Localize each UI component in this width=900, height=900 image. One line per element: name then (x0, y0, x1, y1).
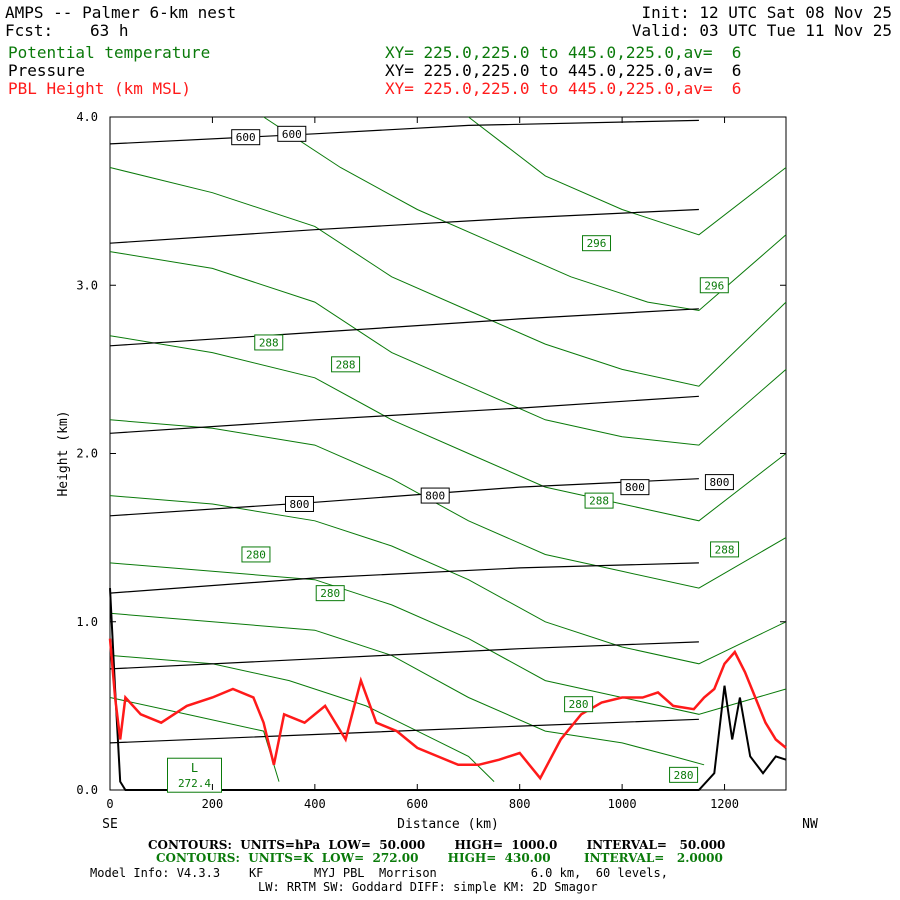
theta-contour-290 (109, 419, 787, 589)
isobar-label-0-box (231, 129, 261, 146)
isobar-label-1: 600 (282, 128, 302, 141)
theta-contour-292 (109, 335, 787, 522)
x-tick-label-4: 800 (509, 797, 531, 811)
theta-label-4: 280 (246, 548, 266, 561)
theta-label-3: 296 (704, 279, 724, 292)
isobar-900 (109, 641, 699, 670)
theta-label-9: 280 (674, 769, 694, 782)
low-marker-value: 272.4 (178, 777, 211, 790)
theta-label-4-box (241, 546, 271, 563)
isobar-850 (109, 562, 699, 594)
isobar-600 (109, 119, 699, 145)
theta-contour-286 (109, 562, 787, 715)
y-axis-label: Height (km) (56, 410, 71, 496)
field-theta-name: Potential temperature (8, 43, 211, 62)
terrain (109, 588, 787, 791)
x-tick-label-3: 600 (406, 797, 428, 811)
y-tick-label-0: 0.0 (76, 783, 98, 797)
theta-label-0: 288 (259, 336, 279, 349)
theta-label-6-box (584, 492, 614, 509)
theta-contour-284 (109, 612, 705, 766)
theta-label-7: 288 (715, 543, 735, 556)
y-tick-label-2: 2.0 (76, 447, 98, 461)
theta-contour-300 (468, 116, 787, 236)
field-pbl-name: PBL Height (km MSL) (8, 79, 192, 98)
theta-label-1-box (331, 356, 361, 373)
theta-label-8: 280 (569, 698, 589, 711)
theta-label-0-box (254, 334, 284, 351)
isobar-label-3: 800 (425, 490, 445, 503)
footer-physics: LW: RRTM SW: Goddard DIFF: simple KM: 2D… (258, 880, 598, 894)
pbl-height-line (108, 638, 787, 781)
y-tick-label-3: 3.0 (76, 278, 98, 292)
isobar-label-4: 800 (625, 481, 645, 494)
isobar-label-4-box (620, 479, 650, 496)
isobar-650 (109, 208, 699, 244)
low-marker-symbol: L (191, 761, 198, 775)
theta-contours (109, 116, 787, 782)
x-tick-label-6: 1200 (710, 797, 739, 811)
theta-label-2: 296 (587, 237, 607, 250)
theta-label-3-box (699, 277, 729, 294)
contour-labels: 288 288 296 296 280 280 288 288 280 280 600 600 800 8… (167, 125, 740, 793)
y-tick-label-4: 4.0 (76, 110, 98, 124)
theta-label-6: 288 (589, 495, 609, 508)
isobar-label-5-box (704, 474, 734, 491)
x-axis-label: Distance (km) (397, 817, 499, 832)
x-tick-label-0: 0 (106, 797, 113, 811)
isobar-label-2-box (284, 495, 314, 512)
plot-frame (109, 116, 787, 791)
theta-contour-288 (109, 495, 787, 665)
terrain-line (109, 588, 787, 791)
theta-label-5-box (315, 585, 345, 602)
isobar-750 (109, 395, 699, 434)
footer-model-info: Model Info: V4.3.3 KF MYJ PBL Morrison 6… (90, 866, 668, 880)
y-tick-label-1: 1.0 (76, 615, 98, 629)
theta-label-2-box (582, 235, 612, 252)
theta-label-7-box (710, 541, 740, 558)
pressure-contours (109, 119, 699, 744)
theta-label-5: 280 (320, 587, 340, 600)
isobar-label-3-box (420, 487, 450, 504)
theta-contour-294 (109, 251, 787, 446)
x-tick-label-1: 200 (202, 797, 224, 811)
isobar-label-5: 800 (709, 476, 729, 489)
theta-label-8-box (564, 696, 594, 713)
isobar-label-1-box (277, 125, 307, 142)
init-time: Init: 12 UTC Sat 08 Nov 25 (641, 3, 892, 22)
valid-time: Valid: 03 UTC Tue 11 Nov 25 (631, 21, 892, 40)
chart-title: AMPS -- Palmer 6-km nest (5, 3, 237, 22)
field-pressure-name: Pressure (8, 61, 86, 80)
forecast-label: Fcst: (5, 21, 54, 40)
theta-label-1: 288 (336, 358, 356, 371)
field-theta-spec: XY= 225.0,225.0 to 445.0,225.0,av= 6 (385, 43, 742, 62)
field-pbl-spec: XY= 225.0,225.0 to 445.0,225.0,av= 6 (385, 79, 742, 98)
x-tick-label-5: 1000 (608, 797, 637, 811)
x-tick-label-2: 400 (304, 797, 326, 811)
isobar-950 (109, 718, 699, 744)
theta-contour-296 (109, 167, 787, 387)
isobar-label-0: 600 (236, 131, 256, 144)
axes: 0 200 400 600 800 1000 1200 0.0 1.0 2.0 3.0 4.0 Dist… (56, 110, 818, 832)
footer-pressure-contours: CONTOURS: UNITS=hPa LOW= 50.000 HIGH= 10… (148, 838, 726, 852)
x-end-label-left: SE (102, 817, 118, 832)
forecast-hours: 63 h (90, 21, 129, 40)
footer-theta-contours: CONTOURS: UNITS=K LOW= 272.00 HIGH= 430.… (156, 851, 723, 865)
isobar-label-2: 800 (290, 498, 310, 511)
isobar-700 (109, 308, 699, 347)
pbl-height (108, 638, 787, 781)
field-pressure-spec: XY= 225.0,225.0 to 445.0,225.0,av= 6 (385, 61, 742, 80)
theta-label-9-box (669, 766, 699, 783)
x-end-label-right: NW (802, 817, 818, 832)
isobar-800 (109, 478, 699, 517)
